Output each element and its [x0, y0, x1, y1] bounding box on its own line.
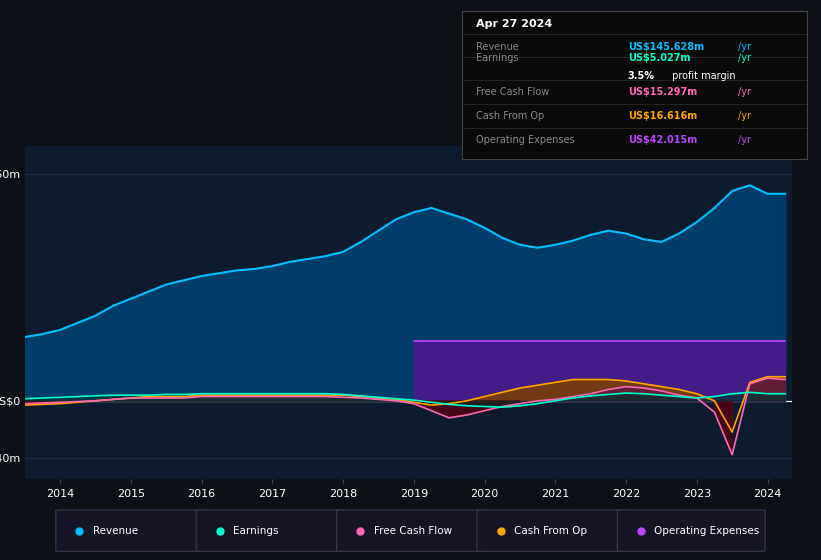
- Text: US$5.027m: US$5.027m: [628, 53, 690, 63]
- Text: US$145.628m: US$145.628m: [628, 42, 704, 52]
- Text: Apr 27 2024: Apr 27 2024: [476, 19, 553, 29]
- Text: US$15.297m: US$15.297m: [628, 87, 697, 97]
- Text: /yr: /yr: [738, 53, 751, 63]
- Text: Revenue: Revenue: [476, 42, 519, 52]
- Text: US$16.616m: US$16.616m: [628, 111, 697, 121]
- Text: profit margin: profit margin: [669, 71, 736, 81]
- Text: 3.5%: 3.5%: [628, 71, 654, 81]
- Text: /yr: /yr: [738, 135, 751, 144]
- FancyBboxPatch shape: [617, 510, 765, 552]
- Text: Cash From Op: Cash From Op: [476, 111, 544, 121]
- Text: Operating Expenses: Operating Expenses: [476, 135, 575, 144]
- Text: Earnings: Earnings: [476, 53, 519, 63]
- Text: /yr: /yr: [738, 87, 751, 97]
- Text: Free Cash Flow: Free Cash Flow: [476, 87, 549, 97]
- Text: Revenue: Revenue: [93, 526, 138, 535]
- FancyBboxPatch shape: [477, 510, 625, 552]
- Text: /yr: /yr: [738, 111, 751, 121]
- Text: /yr: /yr: [738, 42, 751, 52]
- FancyBboxPatch shape: [56, 510, 204, 552]
- FancyBboxPatch shape: [196, 510, 344, 552]
- Text: Free Cash Flow: Free Cash Flow: [374, 526, 452, 535]
- Text: Operating Expenses: Operating Expenses: [654, 526, 759, 535]
- FancyBboxPatch shape: [337, 510, 484, 552]
- Text: Cash From Op: Cash From Op: [514, 526, 587, 535]
- Text: US$42.015m: US$42.015m: [628, 135, 697, 144]
- Text: Earnings: Earnings: [233, 526, 278, 535]
